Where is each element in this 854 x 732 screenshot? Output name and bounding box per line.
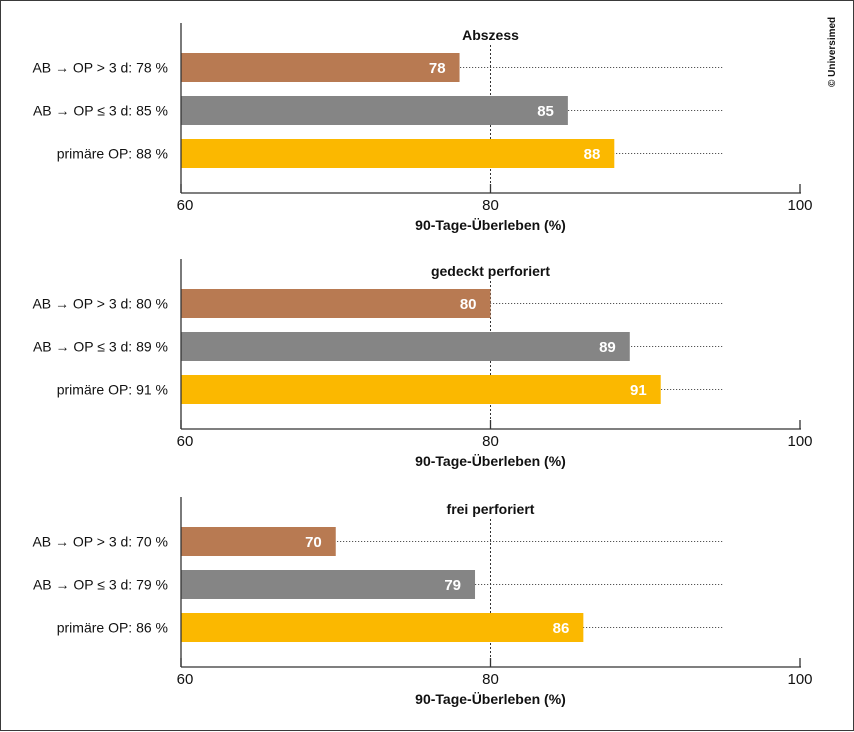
category-label: primäre OP: 86 % — [57, 620, 168, 636]
x-tick-label: 80 — [482, 197, 499, 214]
bar — [181, 570, 476, 599]
category-label: AB → OP > 3 d: 78 % — [32, 60, 168, 76]
category-label: AB → OP ≤ 3 d: 89 % — [33, 339, 168, 355]
bar — [181, 139, 615, 168]
category-label: primäre OP: 91 % — [57, 382, 168, 398]
x-tick-label: 100 — [787, 671, 812, 688]
panel-title: frei perforiert — [447, 501, 535, 517]
bar — [181, 96, 568, 125]
x-tick-label: 60 — [177, 197, 194, 214]
category-label: AB → OP > 3 d: 80 % — [32, 296, 168, 312]
bar-value-label: 85 — [537, 103, 554, 120]
category-label: AB → OP ≤ 3 d: 85 % — [33, 103, 168, 119]
bar-value-label: 70 — [305, 534, 322, 551]
category-label: AB → OP > 3 d: 70 % — [32, 534, 168, 550]
x-axis-title: 90-Tage-Überleben (%) — [415, 217, 566, 233]
x-tick-label: 80 — [482, 671, 499, 688]
x-tick-label: 60 — [177, 671, 194, 688]
category-label: AB → OP ≤ 3 d: 79 % — [33, 577, 168, 593]
panel-title: gedeckt perforiert — [431, 263, 550, 279]
copyright-text: © Universimed — [827, 17, 838, 87]
bar — [181, 375, 661, 404]
bar — [181, 332, 630, 361]
bar-value-label: 78 — [429, 60, 446, 77]
x-tick-label: 60 — [177, 433, 194, 450]
bar-value-label: 80 — [460, 296, 477, 313]
bar — [181, 613, 584, 642]
x-tick-label: 80 — [482, 433, 499, 450]
bar — [181, 527, 336, 556]
bar-value-label: 89 — [599, 339, 616, 356]
bar — [181, 289, 491, 318]
x-tick-label: 100 — [787, 197, 812, 214]
x-axis-title: 90-Tage-Überleben (%) — [415, 691, 566, 707]
panel-title: Abszess — [462, 27, 519, 43]
bar-value-label: 86 — [553, 620, 570, 637]
bar-value-label: 91 — [630, 382, 647, 399]
bar — [181, 53, 460, 82]
bar-value-label: 88 — [584, 146, 601, 163]
x-axis-title: 90-Tage-Überleben (%) — [415, 453, 566, 469]
x-tick-label: 100 — [787, 433, 812, 450]
bar-value-label: 79 — [444, 577, 461, 594]
category-label: primäre OP: 88 % — [57, 146, 168, 162]
